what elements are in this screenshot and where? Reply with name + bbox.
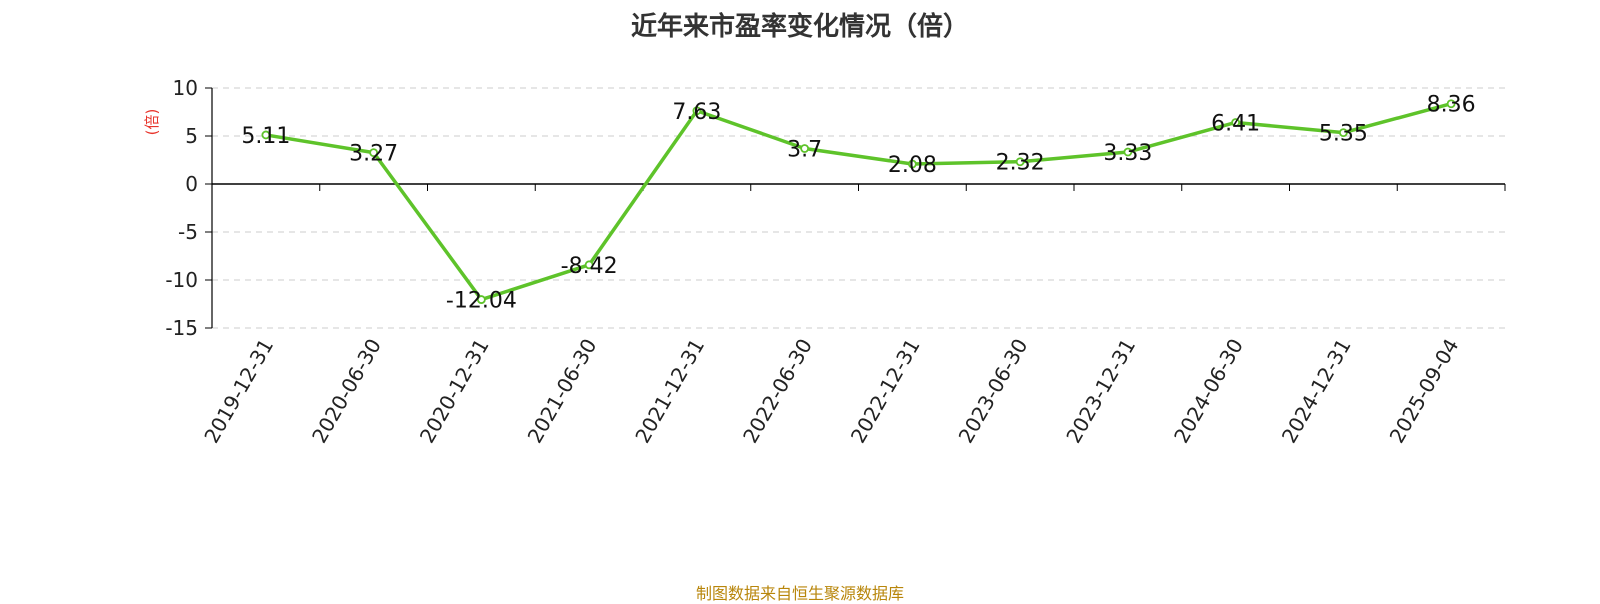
- data-point: [584, 260, 594, 270]
- series-line: [265, 102, 1452, 302]
- data-point: [1015, 157, 1025, 167]
- x-tick-label: 2022-12-31: [846, 335, 925, 448]
- data-label: 8.36: [1427, 93, 1476, 118]
- data-label: 7.63: [672, 100, 721, 125]
- data-labels: 5.11 3.27 -12.04 -8.42 7.63 3.7 2.08 2.32 3.33 6.…: [241, 93, 1475, 314]
- data-label: 2.32: [996, 151, 1045, 176]
- data-point: [261, 130, 271, 140]
- data-label: 3.7: [787, 137, 822, 162]
- chart-title: 近年来市盈率变化情况（倍）: [630, 12, 969, 42]
- data-point: [800, 144, 810, 153]
- x-tick-label: 2022-06-30: [738, 335, 817, 448]
- y-tick-label: -15: [165, 316, 198, 340]
- source-footnote: 制图数据来自恒生聚源数据库: [695, 584, 904, 603]
- y-axis-label: (倍): [143, 109, 161, 136]
- data-label: 2.08: [888, 153, 937, 178]
- data-point: [476, 295, 486, 304]
- data-point: [369, 148, 379, 158]
- x-tick-label: 2023-12-31: [1061, 335, 1140, 448]
- x-tick-label: 2024-12-31: [1277, 335, 1356, 448]
- data-point: [1231, 118, 1241, 127]
- x-tick-label: 2019-12-31: [199, 335, 278, 448]
- data-label: 3.27: [349, 142, 398, 167]
- data-label: 3.33: [1103, 141, 1152, 166]
- data-point: [1123, 147, 1133, 157]
- data-label: 5.35: [1319, 122, 1368, 147]
- x-tick-label: 2020-06-30: [307, 335, 386, 448]
- x-tick-label: 2023-06-30: [954, 335, 1033, 448]
- x-tick-label: 2025-09-04: [1385, 335, 1464, 448]
- y-tick-label: 10: [173, 76, 198, 100]
- data-point: [1338, 128, 1348, 138]
- data-label: 5.11: [241, 124, 290, 149]
- y-tick-label: -5: [178, 220, 198, 244]
- data-point: [907, 159, 917, 169]
- grid-lines: [212, 87, 1505, 329]
- data-point: [692, 106, 702, 116]
- x-tick-label: 2021-12-31: [630, 335, 709, 448]
- data-label: -8.42: [561, 254, 618, 279]
- data-point: [1446, 99, 1456, 109]
- y-tick-label: -10: [165, 268, 198, 292]
- x-tick-label: 2021-06-30: [523, 335, 602, 448]
- data-label: -12.04: [446, 289, 517, 314]
- y-tick-label: 5: [185, 124, 198, 148]
- y-tick-label: 0: [185, 172, 198, 196]
- series-layer: [261, 99, 1456, 304]
- x-tick-label: 2020-12-31: [415, 335, 494, 448]
- x-tick-label: 2024-06-30: [1169, 335, 1248, 448]
- data-label: 6.41: [1211, 111, 1260, 136]
